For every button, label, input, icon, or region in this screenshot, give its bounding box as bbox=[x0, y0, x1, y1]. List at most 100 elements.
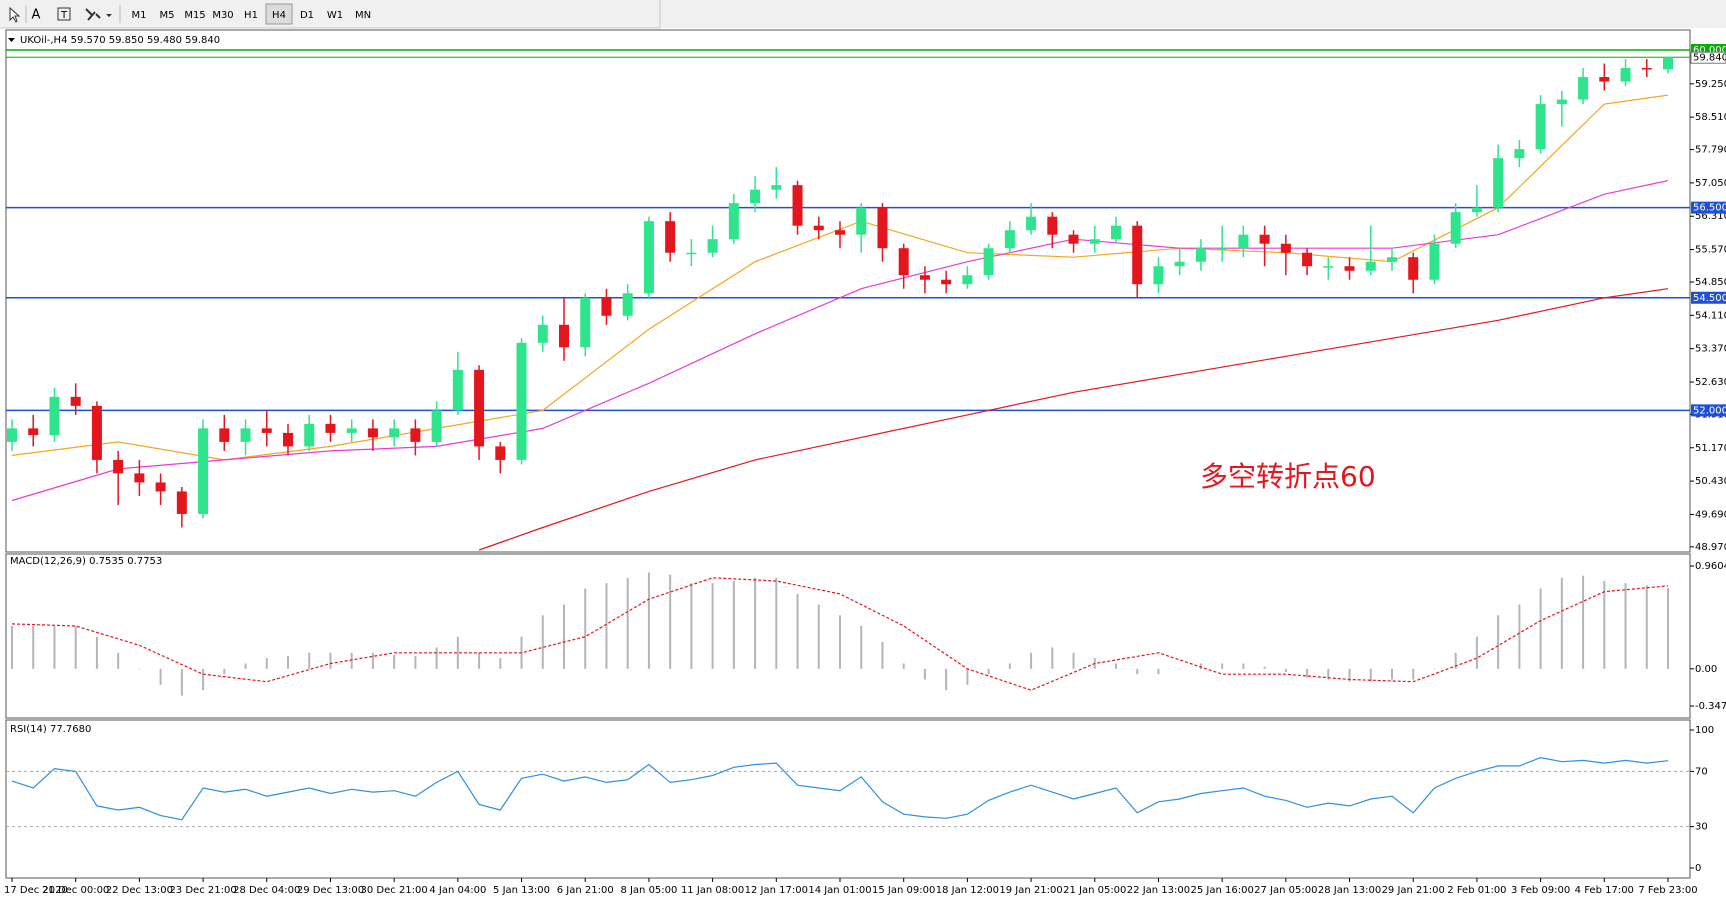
macd-bar bbox=[95, 636, 98, 669]
macd-bar bbox=[53, 625, 56, 669]
macd-bar bbox=[1030, 652, 1033, 669]
candle-body bbox=[1111, 225, 1121, 240]
timeframe-label[interactable]: H4 bbox=[272, 10, 286, 21]
macd-bar bbox=[626, 577, 629, 669]
candle-body bbox=[1344, 266, 1355, 271]
x-tick-label: 29 Dec 13:00 bbox=[297, 885, 364, 896]
candle-body bbox=[1047, 216, 1058, 235]
candle-body bbox=[728, 203, 739, 240]
macd-bar bbox=[1497, 615, 1500, 669]
candle-body bbox=[1259, 234, 1270, 244]
candle-body bbox=[219, 428, 230, 442]
tool-cursor[interactable] bbox=[9, 6, 21, 23]
x-tick-label: 3 Feb 09:00 bbox=[1511, 885, 1570, 896]
macd-bar bbox=[329, 652, 332, 669]
y-tick-label: 100 bbox=[1695, 725, 1714, 736]
candle-body bbox=[261, 428, 272, 433]
x-tick-label: 23 Dec 21:00 bbox=[169, 885, 236, 896]
candle-body bbox=[1514, 149, 1525, 159]
timeframe-label[interactable]: M30 bbox=[212, 10, 233, 21]
macd-bar bbox=[711, 583, 714, 669]
macd-bar bbox=[584, 588, 587, 669]
label-tool[interactable]: T bbox=[60, 10, 68, 21]
candle-body bbox=[665, 221, 676, 253]
macd-bar bbox=[456, 636, 459, 669]
bid-price-box bbox=[1690, 51, 1726, 64]
timeframe-label[interactable]: D1 bbox=[300, 10, 314, 21]
macd-bar bbox=[817, 604, 820, 669]
macd-bar bbox=[1221, 663, 1224, 669]
candle-body bbox=[1493, 158, 1504, 208]
macd-bar bbox=[881, 642, 884, 669]
y-tick-label: 50.430 bbox=[1695, 476, 1726, 487]
timeframe-button-active[interactable] bbox=[265, 3, 293, 25]
y-tick-label: 0 bbox=[1695, 863, 1701, 874]
macd-bar bbox=[754, 577, 757, 669]
candle-body bbox=[856, 207, 867, 235]
timeframe-label[interactable]: M15 bbox=[184, 10, 205, 21]
candle-body bbox=[686, 252, 697, 255]
macd-bar bbox=[117, 652, 120, 669]
candle-body bbox=[70, 396, 81, 406]
x-tick-label: 28 Jan 13:00 bbox=[1318, 885, 1381, 896]
macd-bar bbox=[1369, 668, 1372, 682]
collapse-arrow[interactable] bbox=[8, 38, 15, 42]
candle-body bbox=[643, 221, 654, 294]
label-tool-frame bbox=[57, 7, 71, 21]
macd-bar bbox=[1178, 668, 1181, 670]
macd-bar bbox=[308, 652, 311, 669]
y-tick-label: 55.570 bbox=[1695, 245, 1726, 256]
macd-bar bbox=[669, 574, 672, 669]
macd-bar bbox=[414, 655, 417, 669]
timeframe-label[interactable]: M5 bbox=[160, 10, 175, 21]
macd-bar bbox=[1348, 668, 1351, 682]
candle-body bbox=[410, 428, 421, 442]
macd-bar bbox=[839, 615, 841, 669]
macd-bar bbox=[860, 625, 863, 669]
macd-bar bbox=[605, 583, 608, 669]
y-tick-label: 49.690 bbox=[1695, 509, 1726, 520]
candle-body bbox=[367, 428, 378, 438]
candle-body bbox=[1599, 77, 1610, 82]
macd-bar bbox=[393, 654, 396, 669]
candle-body bbox=[792, 185, 803, 226]
candle-body bbox=[1387, 257, 1397, 262]
macd-signal bbox=[11, 577, 1669, 691]
timeframe-label[interactable]: M1 bbox=[132, 10, 147, 21]
timeframe-label[interactable]: H1 bbox=[244, 10, 258, 21]
candle-body bbox=[1302, 252, 1313, 267]
symbol-header: UKOil-,H4 59.570 59.850 59.480 59.840 bbox=[20, 35, 220, 46]
macd-bar bbox=[1306, 668, 1309, 678]
macd-bar bbox=[350, 652, 353, 669]
macd-bar bbox=[1475, 636, 1478, 669]
macd-bar bbox=[180, 668, 183, 696]
candle-body bbox=[516, 342, 527, 460]
text-tool[interactable]: A bbox=[32, 8, 41, 23]
candle-body bbox=[1578, 77, 1589, 100]
candle-body bbox=[113, 459, 124, 474]
rsi-header: RSI(14) 77.7680 bbox=[10, 724, 91, 735]
candle-body bbox=[771, 185, 782, 190]
x-tick-label: 22 Jan 13:00 bbox=[1127, 885, 1190, 896]
rsi-line bbox=[11, 756, 1669, 821]
y-tick-label: 51.170 bbox=[1695, 443, 1726, 454]
candle-body bbox=[813, 225, 824, 231]
macd-bar bbox=[796, 593, 799, 669]
macd-bar bbox=[647, 572, 650, 669]
candle-body bbox=[1026, 216, 1037, 231]
candle-body bbox=[474, 369, 485, 447]
level-price-label: 56.500 bbox=[1693, 203, 1726, 214]
timeframe-label[interactable]: MN bbox=[355, 10, 371, 21]
bid-price-label: 59.840 bbox=[1693, 53, 1726, 64]
macd-bar bbox=[966, 668, 969, 685]
shapes-tool[interactable] bbox=[85, 8, 112, 21]
x-tick-label: 8 Jan 05:00 bbox=[620, 885, 677, 896]
macd-bar bbox=[1539, 588, 1542, 669]
y-tick-label: -0.3473 bbox=[1695, 701, 1726, 712]
macd-bar bbox=[499, 658, 502, 669]
macd-bar bbox=[74, 625, 77, 669]
macd-bar bbox=[1115, 663, 1117, 669]
timeframe-label[interactable]: W1 bbox=[327, 10, 343, 21]
x-tick-label: 22 Dec 13:00 bbox=[106, 885, 173, 896]
